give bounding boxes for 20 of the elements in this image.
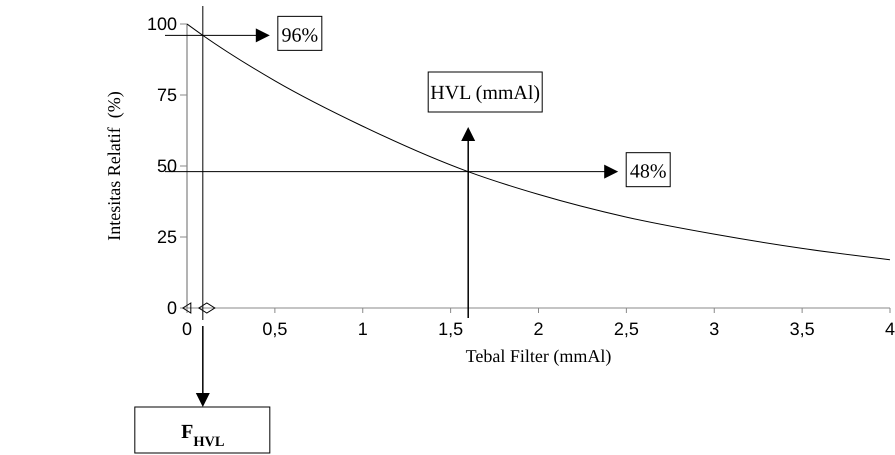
x-tick-label: 3 <box>709 319 720 339</box>
y-tick-label: 0 <box>166 298 177 318</box>
ref-line-label: 96% <box>281 24 318 46</box>
ref-line-label: HVL (mmAl) <box>430 82 540 104</box>
x-tick-label: 0,5 <box>262 319 288 339</box>
ref-line-label: 48% <box>630 160 667 183</box>
ref-line-label: F$_{HVL}$ <box>181 421 225 450</box>
y-tick-label: 25 <box>156 227 177 247</box>
x-tick-label: 2,5 <box>614 319 639 339</box>
x-tick-label: 4 <box>884 319 895 339</box>
y-axis-title: Intesitas Relatif (%) <box>104 91 124 241</box>
x-tick-label: 1 <box>358 319 368 339</box>
x-tick-label: 0 <box>182 319 192 339</box>
x-tick-label: 3,5 <box>790 319 815 339</box>
y-tick-label: 75 <box>156 85 177 105</box>
x-tick-label: 2 <box>533 319 544 339</box>
y-tick-label: 50 <box>156 156 177 176</box>
x-axis-title: Tebal Filter (mmAl) <box>466 346 612 366</box>
x-tick-label: 1,5 <box>438 319 464 339</box>
y-tick-label: 100 <box>146 14 177 34</box>
